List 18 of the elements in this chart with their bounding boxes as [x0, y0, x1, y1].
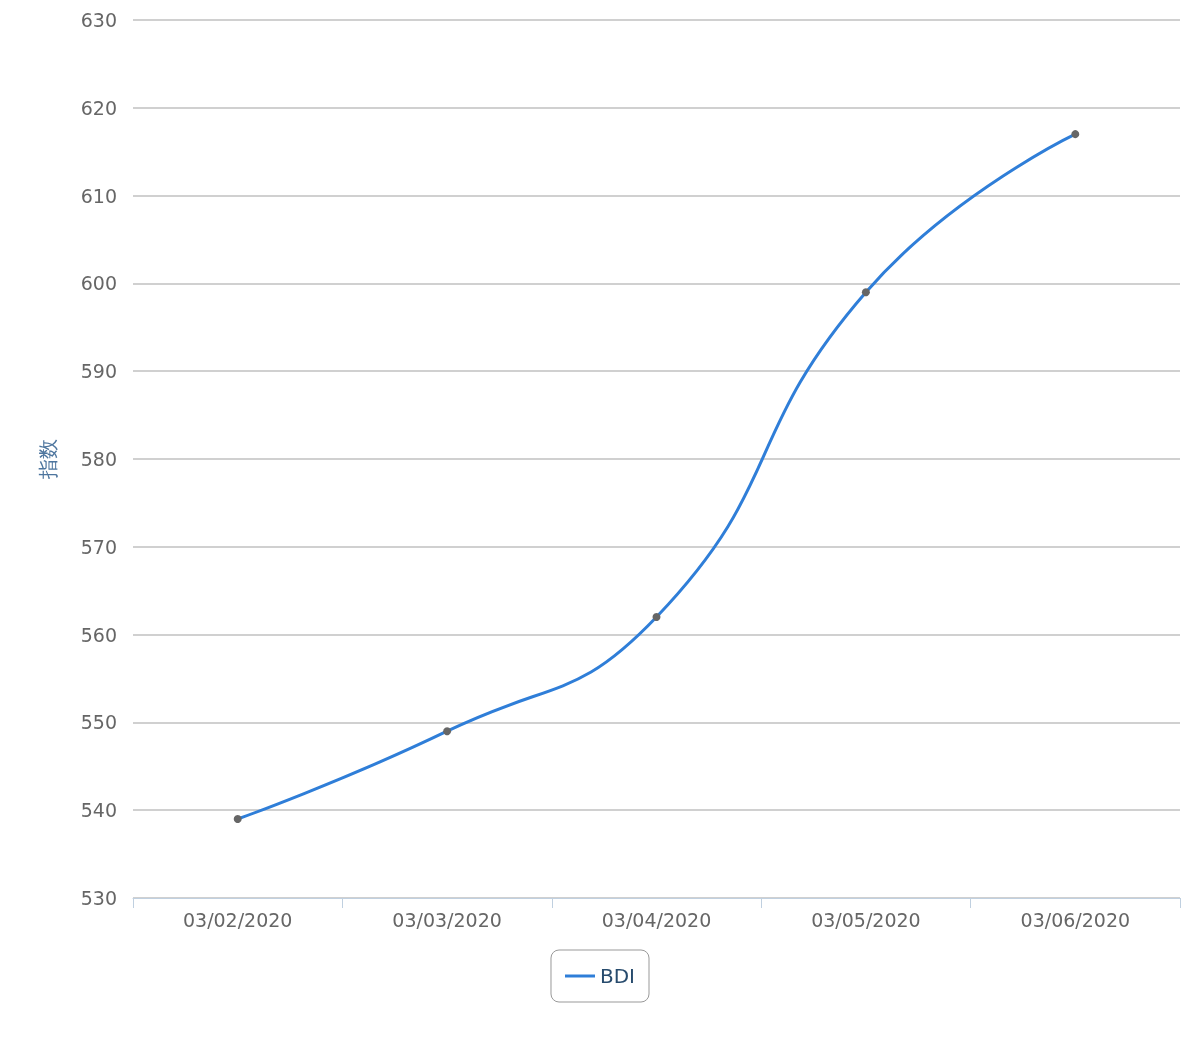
y-tick-label: 570	[80, 535, 117, 558]
y-tick-label: 530	[80, 887, 117, 909]
y-axis-title: 指数	[36, 439, 60, 480]
y-tick-label: 630	[80, 9, 117, 31]
y-tick-label: 550	[80, 711, 117, 734]
y-tick-label: 620	[80, 96, 117, 119]
y-tick-label: 580	[80, 448, 117, 470]
x-tick-label: 03/04/2020	[601, 908, 712, 931]
legend-label: BDI	[599, 964, 636, 988]
y-tick-label: 560	[80, 623, 117, 646]
x-tick-label: 03/06/2020	[1020, 908, 1131, 931]
y-tick-label: 610	[80, 184, 117, 207]
x-tick-label: 03/03/2020	[392, 908, 502, 931]
x-tick-label: 03/05/2020	[811, 908, 921, 931]
y-tick-label: 540	[80, 799, 117, 822]
x-tick-label: 03/02/2020	[182, 908, 293, 931]
y-tick-label: 590	[80, 360, 117, 383]
y-tick-label: 600	[80, 272, 117, 295]
